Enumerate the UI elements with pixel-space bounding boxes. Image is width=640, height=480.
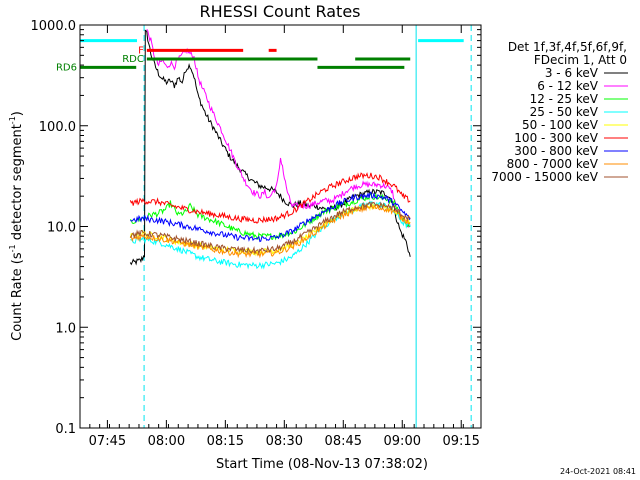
- x-tick-label-4: 08:45: [325, 434, 362, 449]
- legend-header-1: Det 1f,3f,4f,5f,6f,9f,: [508, 40, 627, 54]
- y-tick-label-0: 0.1: [55, 422, 76, 437]
- series-line-2: [130, 194, 410, 240]
- y-axis-label: Count Rate (s-1 detector segment-1): [8, 111, 25, 341]
- legend-label-4: 50 - 100 keV: [522, 118, 599, 132]
- legend-label-8: 7000 - 15000 keV: [491, 170, 598, 184]
- legend-label-7: 800 - 7000 keV: [507, 157, 599, 171]
- y-tick-label-3: 100.0: [39, 120, 76, 135]
- x-tick-label-5: 09:00: [384, 434, 421, 449]
- y-tick-label-2: 10.0: [47, 221, 76, 236]
- rhessi-chart: RHESSI Count Rates FRDCRD6 07:45 08:00 08:…: [0, 0, 640, 480]
- legend-label-1: 6 - 12 keV: [537, 79, 599, 93]
- axis-ticks: 07:45 08:00 08:15 08:30 08:45 09:00 09:15 0.1 1.…: [31, 19, 482, 449]
- x-tick-label-2: 08:15: [207, 434, 244, 449]
- x-tick-label-0: 07:45: [89, 434, 126, 449]
- vertical-markers: [80, 25, 471, 428]
- x-axis-label: Start Time (08-Nov-13 07:38:02): [216, 457, 428, 472]
- flag-label-2: RDC: [122, 54, 144, 65]
- plot-frame: [80, 25, 481, 428]
- x-tick-label-1: 08:00: [148, 434, 185, 449]
- legend-label-3: 25 - 50 keV: [530, 105, 599, 119]
- y-tick-label-1: 1.0: [55, 321, 76, 336]
- legend: Det 1f,3f,4f,5f,6f,9f, FDecim 1, Att 0 3…: [491, 40, 628, 184]
- x-tick-label-3: 08:30: [266, 434, 303, 449]
- legend-label-2: 12 - 25 keV: [530, 92, 599, 106]
- legend-label-5: 100 - 300 keV: [514, 131, 598, 145]
- x-tick-label-6: 09:15: [442, 434, 479, 449]
- chart-title: RHESSI Count Rates: [200, 2, 361, 21]
- y-tick-label-4: 1000.0: [31, 19, 77, 34]
- series-line-7: [130, 205, 410, 256]
- legend-label-6: 300 - 800 keV: [514, 144, 598, 158]
- footer-timestamp: 24-Oct-2021 08:41: [560, 467, 636, 476]
- legend-label-0: 3 - 6 keV: [545, 66, 599, 80]
- series-group: [130, 29, 410, 268]
- flag-label-3: RD6: [56, 62, 77, 73]
- series-line-0: [130, 30, 410, 264]
- legend-header-2: FDecim 1, Att 0: [534, 53, 627, 67]
